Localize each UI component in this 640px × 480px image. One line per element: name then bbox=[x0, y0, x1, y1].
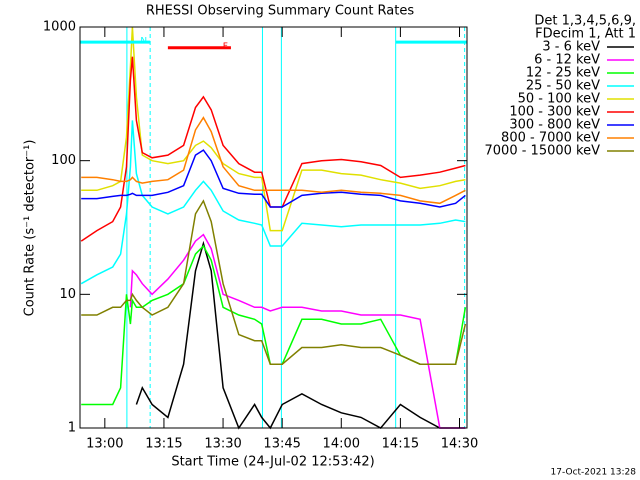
y-tick-label: 10 bbox=[59, 287, 76, 302]
series-line bbox=[81, 149, 466, 208]
series-line bbox=[81, 244, 467, 406]
x-tick-label: 14:00 bbox=[323, 437, 360, 452]
legend-label: 3 - 6 keV bbox=[542, 40, 600, 55]
x-tick-label: 13:15 bbox=[145, 437, 182, 452]
x-tick-label: 14:15 bbox=[382, 437, 419, 452]
x-tick-label: 14:30 bbox=[441, 437, 478, 452]
axes-frame bbox=[79, 26, 468, 429]
series-line bbox=[81, 116, 466, 205]
legend-label: 12 - 25 keV bbox=[526, 66, 600, 81]
y-tick-label: 1000 bbox=[43, 20, 76, 35]
legend-label: 100 - 300 keV bbox=[509, 105, 600, 120]
series-line bbox=[129, 233, 466, 429]
legend-label: 800 - 7000 keV bbox=[501, 131, 600, 146]
legend-header: FDecim 1, Att 1 bbox=[535, 27, 636, 42]
series-line bbox=[135, 240, 466, 430]
legend-label: 25 - 50 keV bbox=[526, 79, 600, 94]
series-line bbox=[81, 26, 466, 232]
x-tick-label: 13:30 bbox=[204, 437, 241, 452]
legend-label: 50 - 100 keV bbox=[518, 92, 601, 107]
chart-title: RHESSI Observing Summary Count Rates bbox=[146, 4, 415, 19]
legend-label: 7000 - 15000 keV bbox=[485, 144, 601, 159]
x-axis-label: Start Time (24-Jul-02 12:53:42) bbox=[171, 455, 374, 470]
interval-label: N bbox=[140, 37, 147, 47]
y-tick-label: 1 bbox=[68, 421, 76, 436]
y-tick-label: 100 bbox=[51, 153, 76, 168]
x-tick-label: 13:45 bbox=[263, 437, 300, 452]
series-line bbox=[80, 56, 466, 242]
series-line bbox=[81, 199, 467, 365]
interval-label: F bbox=[223, 42, 228, 52]
x-tick-label: 13:00 bbox=[86, 437, 123, 452]
footer-date: 17-Oct-2021 13:28 bbox=[551, 468, 637, 478]
plot-area bbox=[80, 26, 467, 430]
legend-header: Det 1,3,4,5,6,9, bbox=[534, 14, 636, 29]
legend-label: 300 - 800 keV bbox=[509, 118, 600, 133]
series-line bbox=[80, 120, 466, 285]
y-axis-label: Count Rate (s⁻¹ detector⁻¹) bbox=[23, 140, 38, 317]
legend-label: 6 - 12 keV bbox=[534, 53, 600, 68]
